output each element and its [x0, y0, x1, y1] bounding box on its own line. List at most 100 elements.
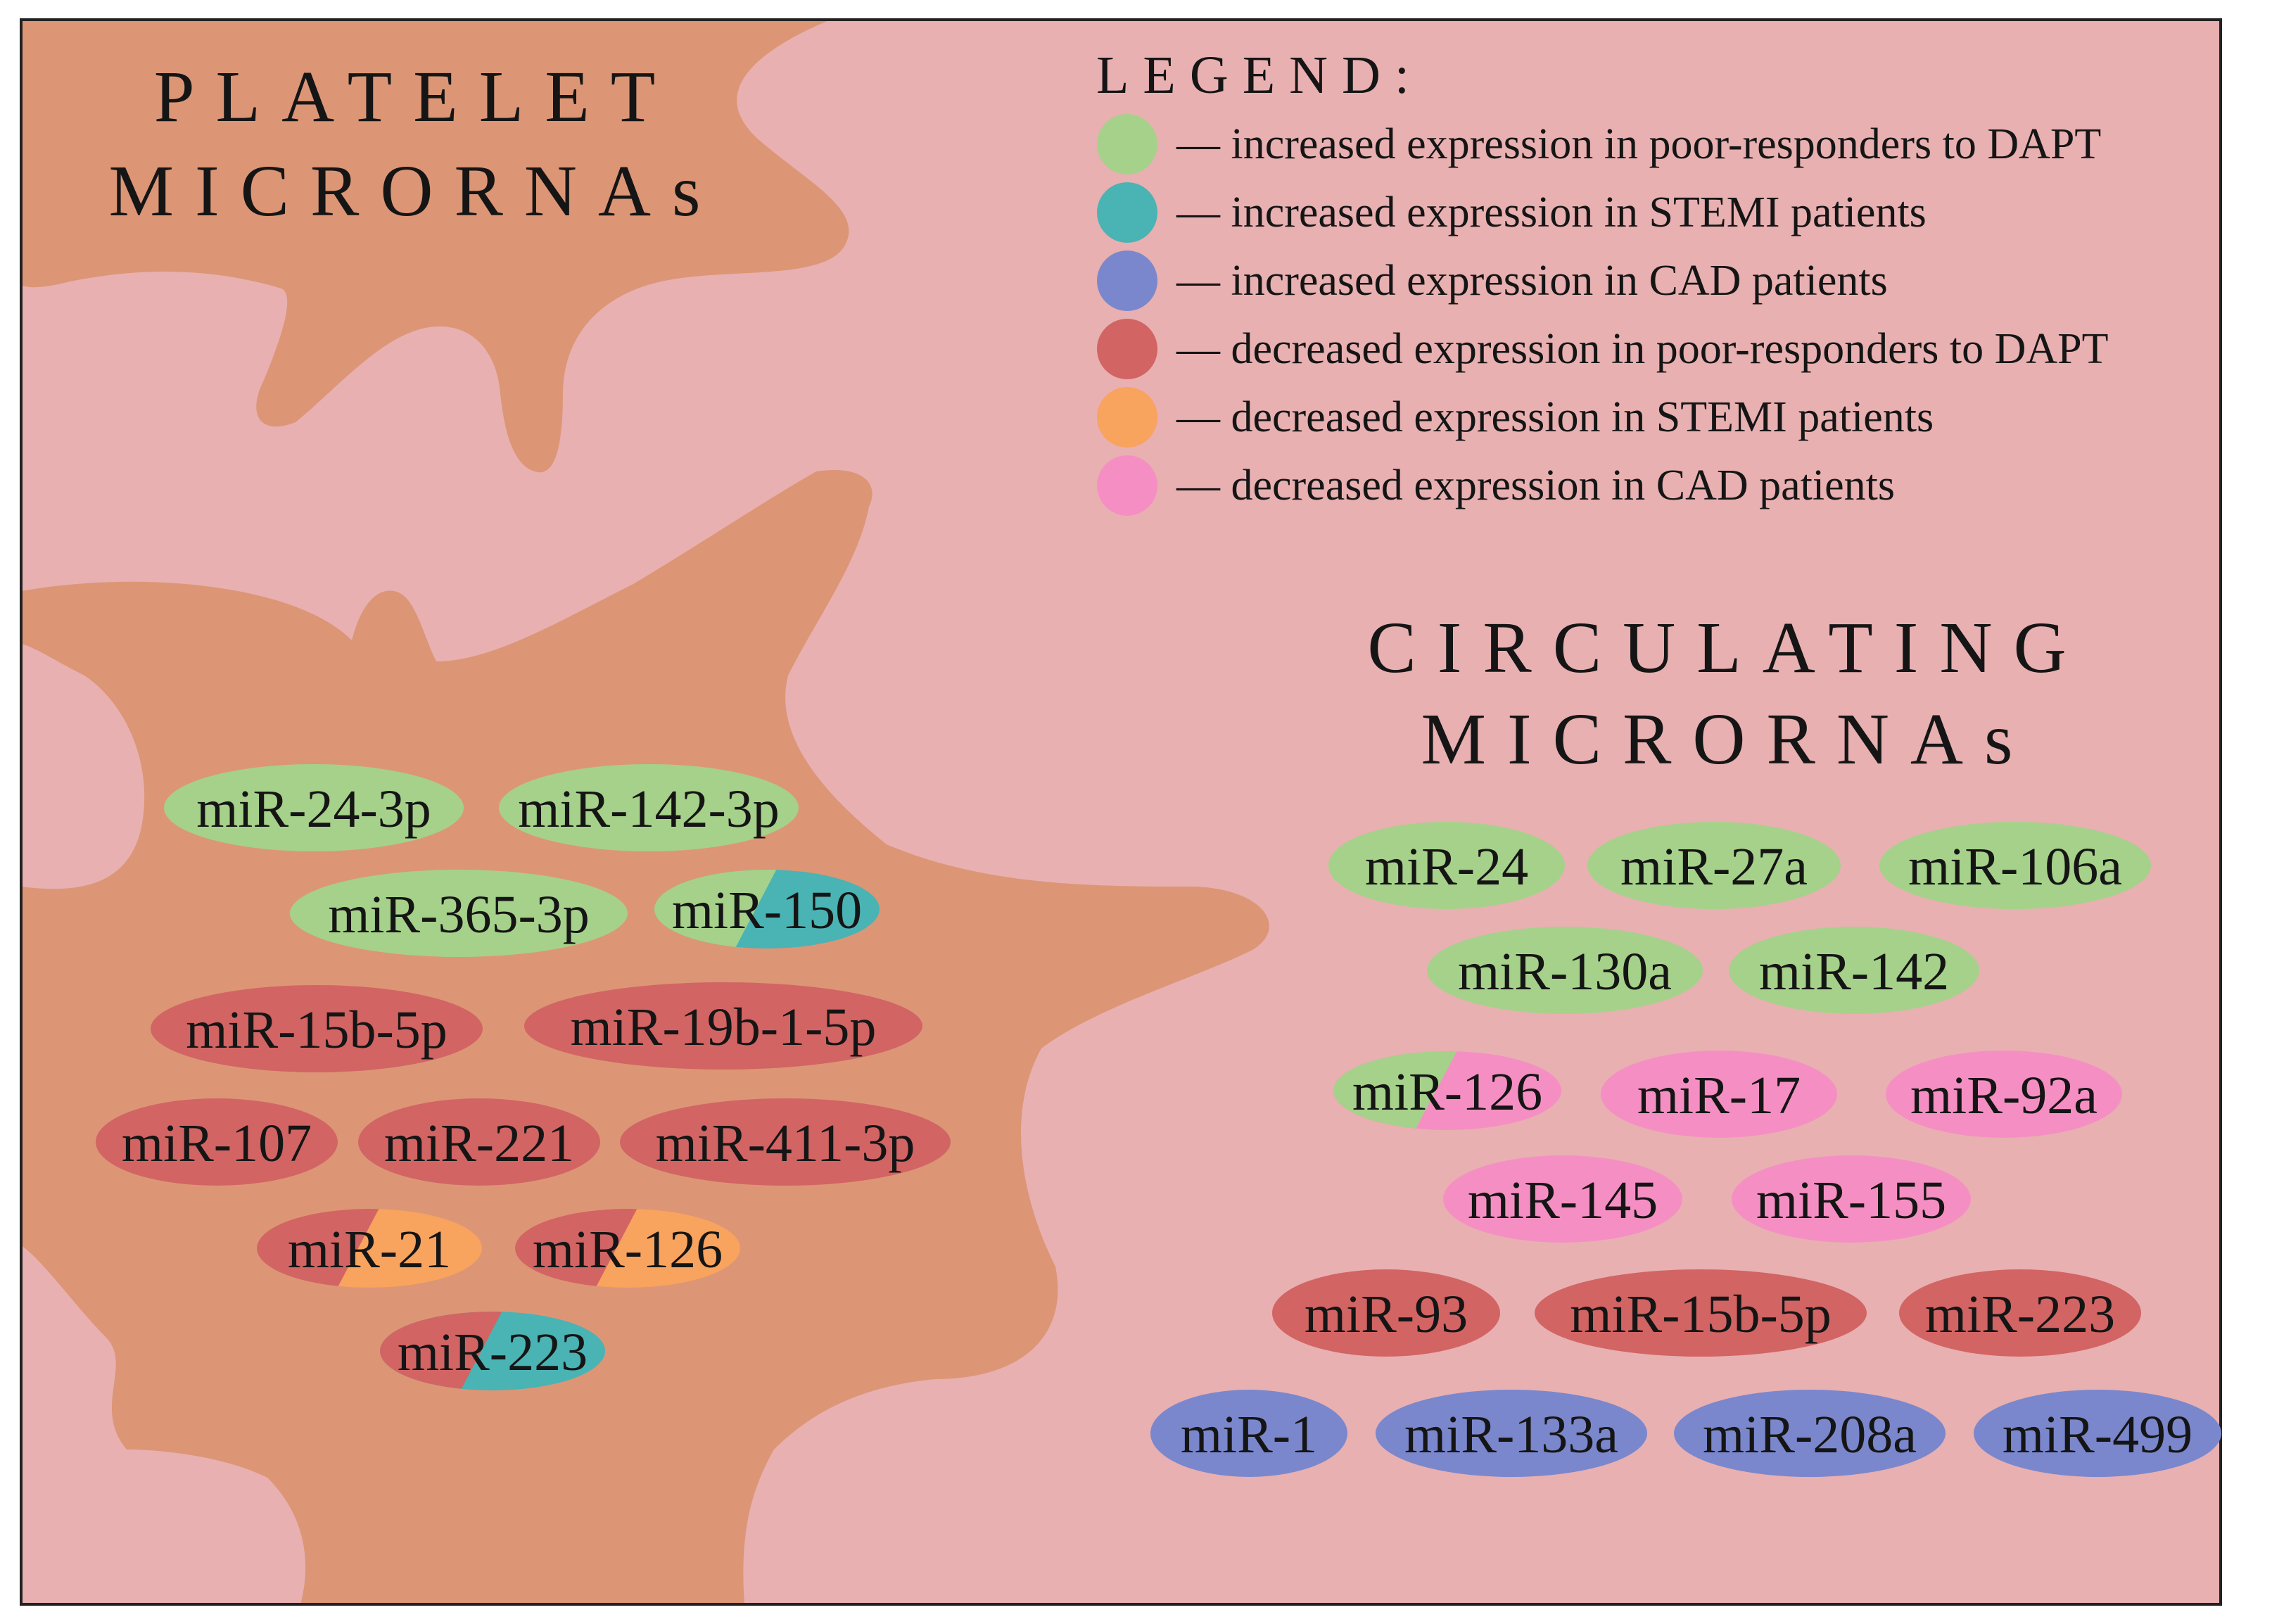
mirna-pill-shape-primary	[654, 870, 778, 949]
legend-label: — decreased expression in CAD patients	[1176, 462, 1895, 509]
mirna-mir-15b-5p: miR-15b-5p	[151, 985, 483, 1072]
legend-swatch	[1097, 182, 1157, 243]
mirna-label: miR-130a	[1458, 942, 1672, 1001]
mirna-pill-shape	[1601, 1051, 1837, 1138]
mirna-label: miR-142-3p	[518, 780, 780, 839]
mirna-label: miR-499	[2003, 1405, 2192, 1464]
mirna-mir-208a: miR-208a	[1674, 1390, 1946, 1477]
mirna-pill-shape	[1899, 1269, 2141, 1357]
mirna-label: miR-1	[1181, 1405, 1317, 1464]
mirna-pill-shape	[151, 985, 483, 1072]
legend-label: — decreased expression in STEMI patients	[1176, 393, 1934, 441]
mirna-mir-27a: miR-27a	[1587, 822, 1841, 909]
mirna-pill-shape	[1535, 1269, 1867, 1357]
legend-swatch	[1097, 319, 1157, 379]
legend-swatch	[1097, 114, 1157, 175]
mirna-mir-130a: miR-130a	[1427, 927, 1703, 1014]
mirna-label: miR-142	[1759, 942, 1949, 1001]
mirna-mir-92a: miR-92a	[1886, 1051, 2122, 1138]
platelet-mirna-group: miR-24-3p miR-142-3p miR-365-3p miR-150 miR-…	[96, 764, 951, 1390]
mirna-label: miR-145	[1468, 1171, 1658, 1230]
mirna-label: miR-27a	[1620, 837, 1808, 896]
circulating-title-line1: CIRCULATING	[1367, 607, 2087, 688]
mirna-label: miR-365-3p	[328, 885, 590, 944]
mirna-pill-shape	[1879, 822, 2151, 909]
mirna-pill-shape	[1674, 1390, 1946, 1477]
legend-item: — increased expression in poor-responder…	[1097, 114, 2101, 175]
platelet-title-line2: MICRORNAs	[109, 151, 722, 231]
legend-item: — decreased expression in STEMI patients	[1097, 387, 1934, 448]
legend-swatch	[1097, 455, 1157, 516]
legend: LEGEND: — increased expression in poor-r…	[1096, 46, 2109, 516]
mirna-pill-shape	[1328, 822, 1565, 909]
mirna-pill-shape	[1376, 1390, 1647, 1477]
mirna-label: miR-15b-5p	[186, 1001, 448, 1060]
mirna-pill-shape	[290, 870, 628, 957]
mirna-pill-shape-primary	[380, 1312, 504, 1390]
mirna-pill-shape	[1427, 927, 1703, 1014]
mirna-pill-shape	[1732, 1155, 1971, 1243]
mirna-pill-shape	[164, 764, 464, 851]
mirna-label: miR-15b-5p	[1570, 1285, 1832, 1344]
mirna-pill-shape	[1886, 1051, 2122, 1138]
mirna-pill-shape	[499, 764, 799, 851]
mirna-label: miR-150	[672, 881, 862, 940]
mirna-mir-106a: miR-106a	[1879, 822, 2151, 909]
mirna-label: miR-126	[1352, 1062, 1542, 1122]
mirna-label: miR-17	[1637, 1066, 1801, 1125]
mirna-pill-shape-primary	[1333, 1051, 1459, 1130]
mirna-pill-shape	[1150, 1390, 1347, 1477]
mirna-pill-shape	[524, 982, 922, 1070]
mirna-mir-107: miR-107	[96, 1098, 338, 1186]
legend-swatch	[1097, 250, 1157, 311]
mirna-mir-223: miR-223	[380, 1312, 605, 1390]
mirna-label: miR-126	[533, 1220, 723, 1279]
legend-label: — increased expression in CAD patients	[1176, 257, 1888, 305]
mirna-mir-142-3p: miR-142-3p	[499, 764, 799, 851]
mirna-label: miR-223	[398, 1323, 588, 1382]
mirna-label: miR-24	[1365, 837, 1528, 896]
legend-label: — increased expression in STEMI patients	[1176, 189, 1927, 236]
mirna-pill-shape	[1443, 1155, 1682, 1243]
mirna-mir-155: miR-155	[1732, 1155, 1971, 1243]
mirna-mir-126: miR-126	[515, 1209, 740, 1288]
mirna-mir-365-3p: miR-365-3p	[290, 870, 628, 957]
legend-item: — increased expression in CAD patients	[1097, 250, 1888, 311]
mirna-mir-93: miR-93	[1272, 1269, 1500, 1357]
figure-border	[20, 18, 2222, 1606]
mirna-mir-411-3p: miR-411-3p	[620, 1098, 951, 1186]
mirna-label: miR-24-3p	[196, 780, 431, 839]
mirna-pill-shape	[1587, 822, 1841, 909]
mirna-label: miR-133a	[1404, 1405, 1618, 1464]
mirna-label: miR-21	[288, 1220, 451, 1279]
mirna-label: miR-92a	[1910, 1066, 2098, 1125]
mirna-mir-24-3p: miR-24-3p	[164, 764, 464, 851]
mirna-label: miR-223	[1925, 1285, 2115, 1344]
platelet-title-line1: PLATELET	[154, 56, 677, 137]
mirna-pill-shape	[1272, 1269, 1500, 1357]
circulating-title-line2: MICRORNAs	[1421, 699, 2034, 780]
mirna-mir-499: miR-499	[1974, 1390, 2221, 1477]
mirna-pill-shape	[1729, 927, 1979, 1014]
mirna-mir-19b-1-5p: miR-19b-1-5p	[524, 982, 922, 1070]
mirna-pill-shape	[1974, 1390, 2221, 1477]
legend-swatch	[1097, 387, 1157, 448]
mirna-mir-21: miR-21	[257, 1209, 482, 1288]
mirna-mir-24: miR-24	[1328, 822, 1565, 909]
mirna-pill-shape	[620, 1098, 951, 1186]
legend-item: — decreased expression in CAD patients	[1097, 455, 1895, 516]
mirna-mir-1: miR-1	[1150, 1390, 1347, 1477]
mirna-pill-shape-primary	[515, 1209, 639, 1288]
legend-label: — decreased expression in poor-responder…	[1176, 325, 2109, 373]
mirna-label: miR-106a	[1908, 837, 2122, 896]
mirna-label: miR-411-3p	[656, 1114, 915, 1173]
mirna-label: miR-19b-1-5p	[571, 998, 877, 1057]
mirna-pill-shape	[358, 1098, 600, 1186]
mirna-label: miR-93	[1305, 1285, 1468, 1344]
legend-title: LEGEND:	[1096, 46, 1423, 105]
mirna-mir-223: miR-223	[1899, 1269, 2141, 1357]
mirna-mir-126: miR-126	[1333, 1051, 1561, 1130]
mirna-mir-221: miR-221	[358, 1098, 600, 1186]
